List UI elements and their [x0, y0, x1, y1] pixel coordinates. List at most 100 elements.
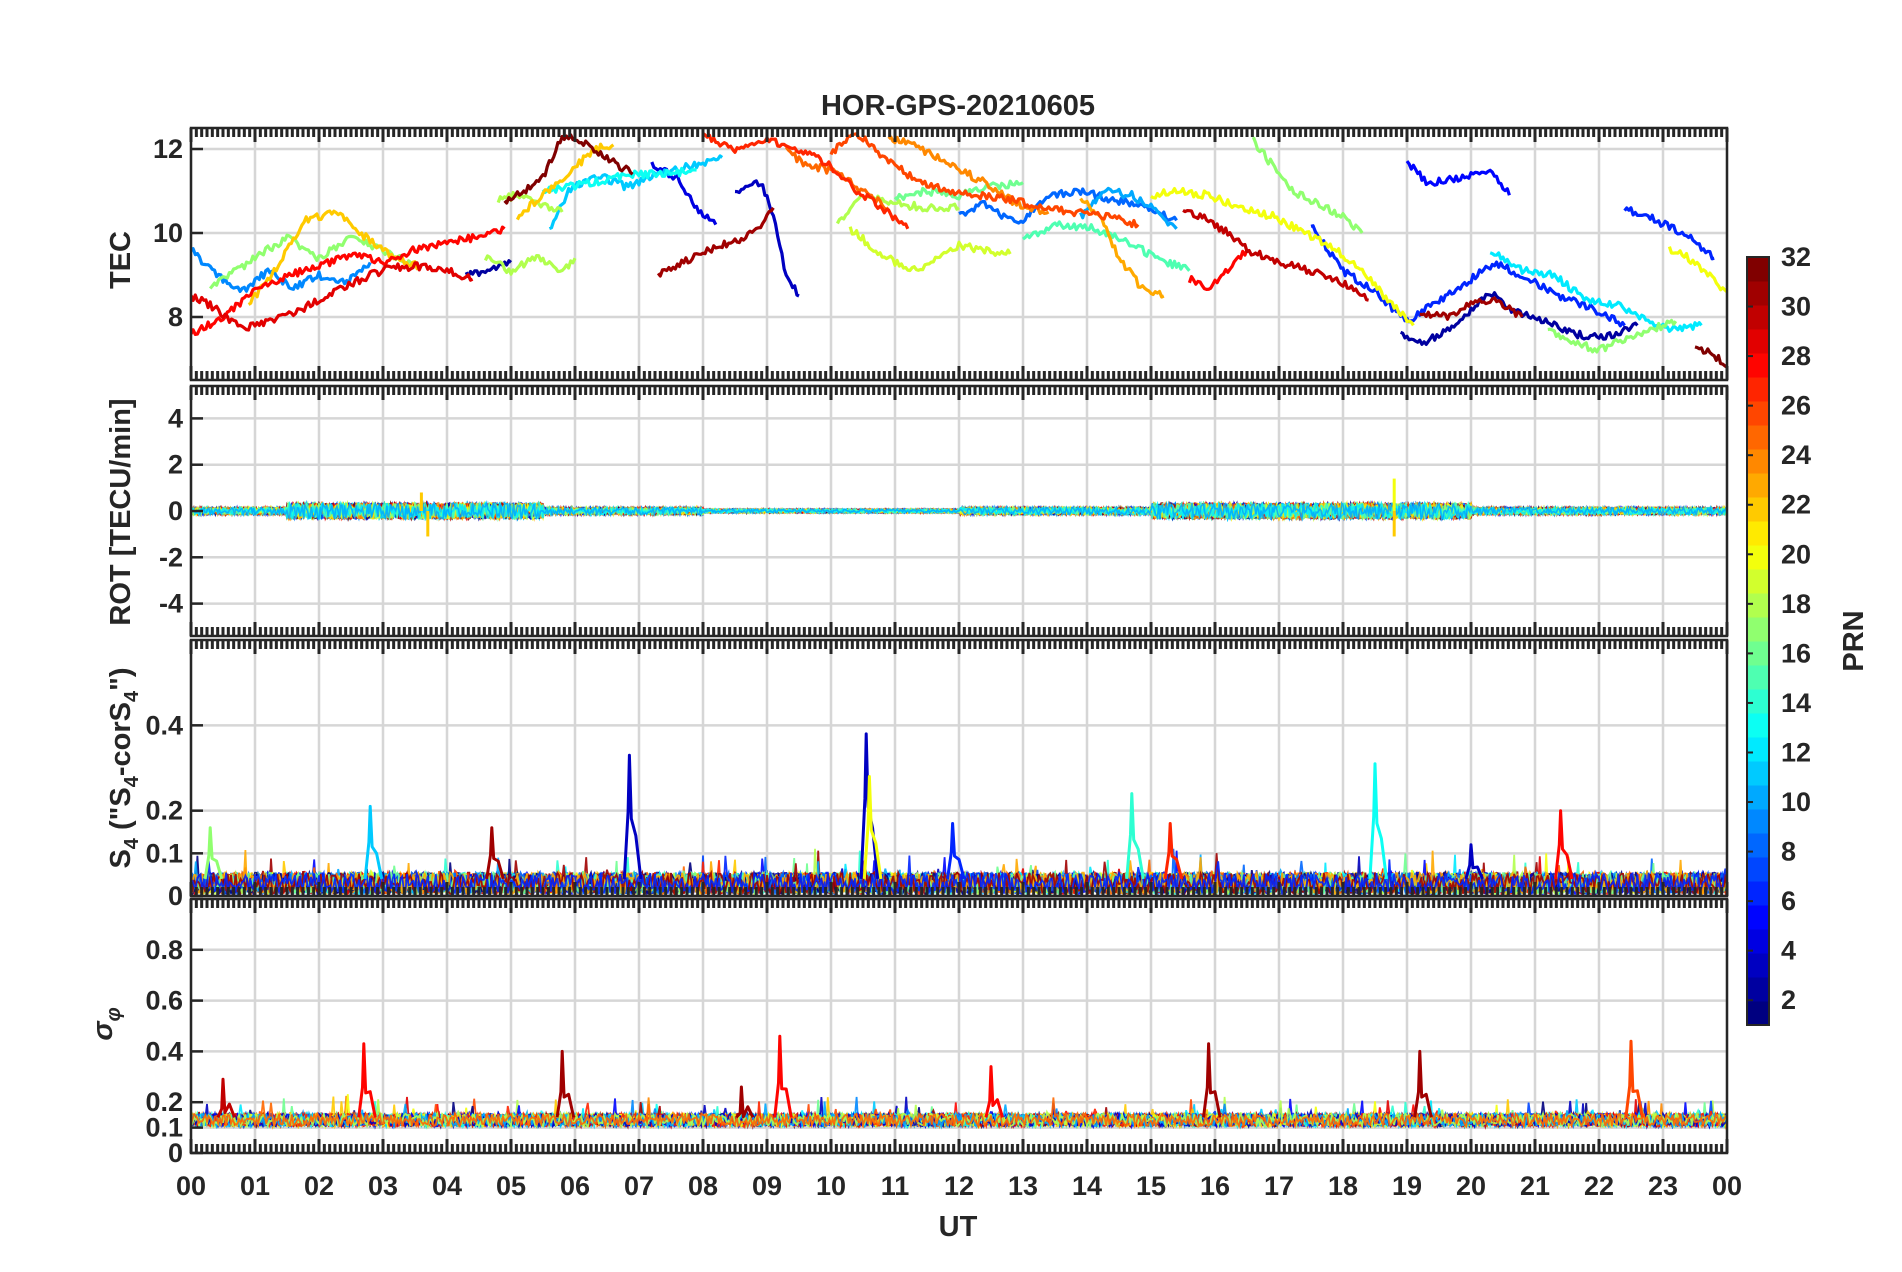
- colorbar-segment: [1747, 329, 1769, 354]
- series-line-prn-19: [848, 226, 1012, 273]
- colorbar-tick-label: 28: [1781, 341, 1811, 371]
- series-line-prn-29: [191, 261, 474, 332]
- panel-s4: 0 0.1 0.2 0.4S4 ("S4-corS4"): [105, 638, 1729, 911]
- x-tick-label: 10: [816, 1171, 846, 1201]
- y-tick-label: 0.4: [145, 1036, 183, 1066]
- y-tick-labels: -4 -2 0 2 4: [159, 403, 203, 619]
- colorbar-tick-label: 22: [1781, 490, 1811, 520]
- sigma_phi-trace: [191, 1097, 1727, 1130]
- series-line-prn-8: [958, 187, 1178, 225]
- y-tick-labels: 8 10 12: [153, 134, 203, 332]
- colorbar-segment: [1747, 425, 1769, 450]
- colorbar-segment: [1747, 665, 1769, 690]
- x-minor-ticks: [189, 128, 1729, 380]
- y-tick-label: 8: [168, 302, 183, 332]
- panel-tec: 8 10 12 TEC: [105, 126, 1729, 382]
- series-group: [191, 132, 1727, 369]
- colorbar-segment: [1747, 593, 1769, 618]
- rot-trace: [191, 500, 1727, 521]
- x-tick-label: 09: [752, 1171, 782, 1201]
- x-tick-label: 02: [304, 1171, 334, 1201]
- colorbar-segment: [1747, 617, 1769, 642]
- colorbar-segment: [1747, 785, 1769, 810]
- series-line-prn-6: [1623, 206, 1715, 261]
- x-minor-ticks: [189, 386, 1729, 636]
- y-tick-label: 0.1: [145, 1113, 183, 1143]
- colorbar-segment: [1747, 281, 1769, 306]
- colorbar-segment: [1747, 929, 1769, 954]
- colorbar-segment: [1747, 641, 1769, 666]
- spike-prn-27: [1163, 822, 1184, 880]
- x-tick-label: 04: [432, 1171, 462, 1201]
- colorbar-segment: [1747, 833, 1769, 858]
- series-line-prn-6: [1310, 224, 1626, 328]
- colorbar-segment: [1747, 521, 1769, 546]
- y-tick-label: 12: [153, 134, 183, 164]
- chart-title: HOR-GPS-20210605: [821, 90, 1095, 122]
- x-tick-label: 11: [881, 1171, 910, 1201]
- spike-prn-14: [1125, 792, 1145, 880]
- spike-prn-31: [735, 1085, 755, 1119]
- spike-prn-31: [1202, 1042, 1222, 1118]
- colorbar-tick-label: 26: [1781, 391, 1811, 421]
- colorbar-segment: [1747, 737, 1769, 762]
- x-tick-label: 23: [1648, 1171, 1678, 1201]
- series-line-prn-32: [503, 133, 634, 205]
- series-line-prn-20: [1667, 246, 1727, 293]
- series-line-prn-20: [1150, 186, 1415, 327]
- x-minor-ticks: [189, 899, 1729, 1153]
- colorbar-segment: [1747, 377, 1769, 402]
- y-tick-label: 2: [168, 450, 183, 480]
- colorbar-segment: [1747, 257, 1769, 282]
- y-tick-labels: 0 0.1 0.2 0.4: [145, 710, 203, 911]
- x-tick-label: 19: [1392, 1171, 1422, 1201]
- colorbar-tick-label: 4: [1781, 936, 1796, 966]
- spike-prn-30: [216, 1077, 236, 1119]
- y-tick-label: 0.2: [145, 796, 183, 826]
- colorbar-tick-label: 12: [1781, 737, 1811, 767]
- series-line-prn-2: [1399, 291, 1639, 346]
- y-axis-label-tec: TEC: [105, 231, 137, 289]
- x-tick-label: 01: [240, 1171, 270, 1201]
- rot-trace: [191, 500, 1727, 522]
- colorbar-tick-label: 14: [1781, 688, 1811, 718]
- colorbar-frame: [1746, 256, 1770, 1026]
- y-tick-labels: 00.10.2 0.4 0.6 0.8: [145, 935, 203, 1168]
- colorbar-segment: [1747, 809, 1769, 834]
- y-tick-label: 0: [168, 881, 183, 911]
- series-group: [191, 478, 1727, 537]
- x-tick-label: 20: [1456, 1171, 1486, 1201]
- series-line-prn-31: [1419, 296, 1524, 321]
- colorbar-segment: [1747, 545, 1769, 570]
- colorbar-tick-label: 10: [1781, 787, 1811, 817]
- x-tick-label: 13: [1008, 1171, 1038, 1201]
- spike-prn-3: [1464, 843, 1484, 880]
- x-tick-label: 17: [1264, 1171, 1294, 1201]
- y-tick-label: 0.4: [145, 710, 183, 740]
- series-line-prn-28: [191, 225, 506, 336]
- x-tick-label: 07: [624, 1171, 654, 1201]
- spike-prn-20: [862, 775, 883, 880]
- colorbar-segment: [1747, 473, 1769, 498]
- series-line-prn-13: [541, 166, 697, 194]
- x-tick-label: 15: [1136, 1171, 1166, 1201]
- x-tick-label: 21: [1520, 1171, 1550, 1201]
- series-line-prn-28: [1187, 249, 1249, 291]
- y-tick-label: 0.1: [145, 838, 183, 868]
- spike-prn-28: [984, 1065, 1004, 1118]
- series-line-prn-18: [835, 194, 960, 225]
- colorbar-segment: [1747, 761, 1769, 786]
- colorbar-segment: [1747, 497, 1769, 522]
- colorbar-tick-label: 24: [1781, 440, 1811, 470]
- spike-prn-26: [1624, 1039, 1644, 1118]
- series-line-prn-31: [656, 206, 775, 278]
- x-tick-label: 00: [1712, 1171, 1742, 1201]
- colorbar-segment: [1747, 881, 1769, 906]
- colorbar-tick-label: 30: [1781, 292, 1811, 322]
- spike-prn-3: [622, 753, 643, 880]
- colorbar-segment: [1747, 449, 1769, 474]
- colorbar-segment: [1747, 401, 1769, 426]
- series-line-prn-24: [887, 135, 1050, 216]
